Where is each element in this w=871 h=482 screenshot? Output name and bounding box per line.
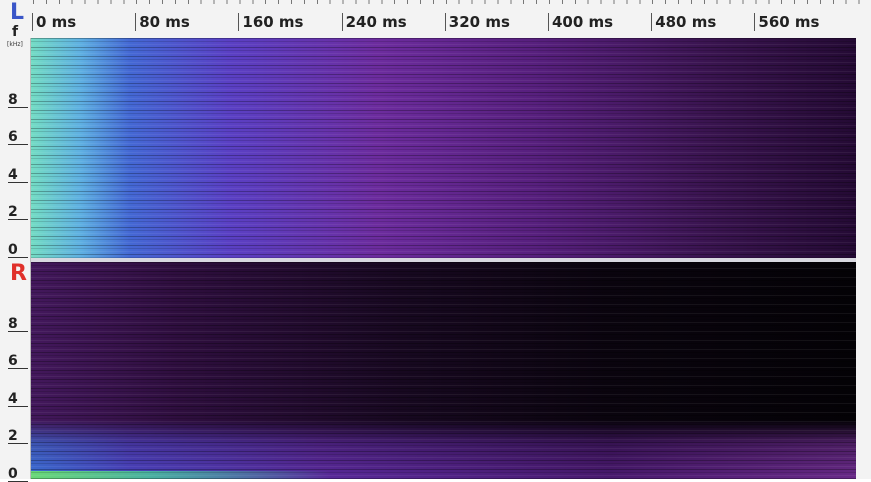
freq-tick-label: 2 bbox=[8, 429, 28, 444]
freq-tick-label: 6 bbox=[8, 354, 28, 369]
freq-tick-label: 8 bbox=[8, 93, 28, 108]
spectrogram-texture bbox=[31, 38, 856, 258]
time-tick-label: 240 ms bbox=[342, 13, 407, 31]
time-tick-label: 400 ms bbox=[548, 13, 613, 31]
freq-tick-label: 0 bbox=[8, 467, 28, 482]
time-tick-label: 160 ms bbox=[238, 13, 303, 31]
time-ruler bbox=[0, 0, 871, 38]
time-tick-label: 560 ms bbox=[754, 13, 819, 31]
page: L f [kHz] R (() => { const data = JSON.p… bbox=[0, 0, 871, 479]
freq-axis-label: f bbox=[12, 24, 18, 40]
freq-tick-label: 4 bbox=[8, 168, 28, 183]
time-tick-label: 480 ms bbox=[651, 13, 716, 31]
time-tick-label: 320 ms bbox=[445, 13, 510, 31]
freq-tick-label: 6 bbox=[8, 130, 28, 145]
freq-tick-label: 0 bbox=[8, 243, 28, 258]
scroll-edge bbox=[856, 38, 871, 479]
freq-tick-label: 2 bbox=[8, 205, 28, 220]
channel-label: L bbox=[10, 2, 24, 24]
spectrogram-texture bbox=[31, 262, 856, 479]
freq-tick-label: 4 bbox=[8, 392, 28, 407]
time-tick-label: 80 ms bbox=[135, 13, 190, 31]
channel-label: R bbox=[10, 263, 27, 285]
freq-axis-unit: [kHz] bbox=[7, 41, 23, 48]
time-tick-label: 0 ms bbox=[32, 13, 76, 31]
freq-tick-label: 8 bbox=[8, 317, 28, 332]
